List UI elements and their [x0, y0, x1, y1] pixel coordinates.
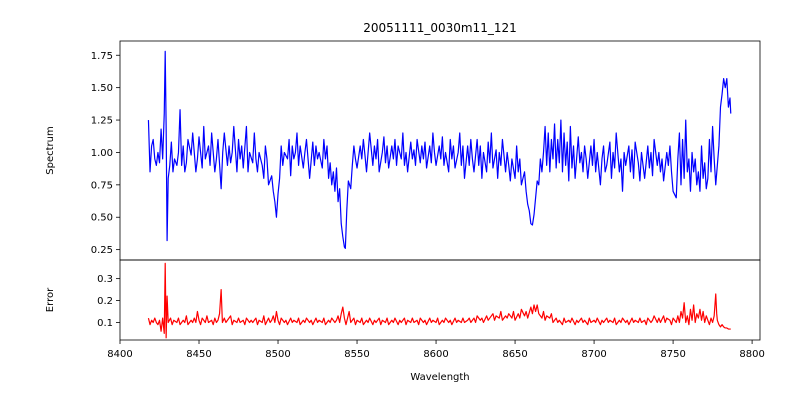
error-y-tick-label: 0.3 [97, 274, 113, 285]
error-y-ticks: 0.1 0.2 0.3 [97, 274, 120, 329]
error-panel: 0.1 0.2 0.3 Error [45, 259, 761, 341]
x-tick-label: 8650 [502, 349, 527, 360]
x-tick-label: 8400 [107, 349, 132, 360]
x-tick-label: 8450 [186, 349, 211, 360]
error-y-axis-label: Error [45, 287, 56, 312]
spectrum-panel: 0.25 0.50 0.75 1.00 1.25 1.50 1.75 Spectrum [45, 40, 761, 261]
x-tick-label: 8700 [581, 349, 606, 360]
spectrum-y-tick-label: 1.50 [91, 83, 113, 94]
error-line [147, 262, 731, 339]
spectrum-y-ticks: 0.25 0.50 0.75 1.00 1.25 1.50 1.75 [91, 51, 120, 256]
spectrum-y-tick-label: 1.25 [91, 116, 113, 127]
spectrum-y-tick-label: 1.00 [91, 148, 113, 159]
spectrum-line [147, 50, 732, 249]
spectrum-y-axis-label: Spectrum [45, 126, 56, 174]
error-y-tick-label: 0.2 [97, 296, 113, 307]
wavelength-x-ticks: 8400 8450 8500 8550 8600 8650 8700 8750 8800 [107, 340, 765, 360]
x-tick-label: 8800 [739, 349, 764, 360]
spectrum-y-tick-label: 1.75 [91, 51, 113, 62]
x-tick-label: 8550 [344, 349, 369, 360]
x-tick-label: 8750 [660, 349, 685, 360]
error-y-tick-label: 0.1 [97, 318, 113, 329]
error-axes-frame [119, 259, 761, 341]
chart-title: 20051111_0030m11_121 [363, 21, 516, 35]
spectrum-y-tick-label: 0.50 [91, 213, 113, 224]
spectrum-y-tick-label: 0.25 [91, 245, 113, 256]
x-axis-label: Wavelength [410, 372, 469, 383]
spectrum-y-tick-label: 0.75 [91, 180, 113, 191]
x-tick-label: 8500 [265, 349, 290, 360]
x-tick-label: 8600 [423, 349, 448, 360]
